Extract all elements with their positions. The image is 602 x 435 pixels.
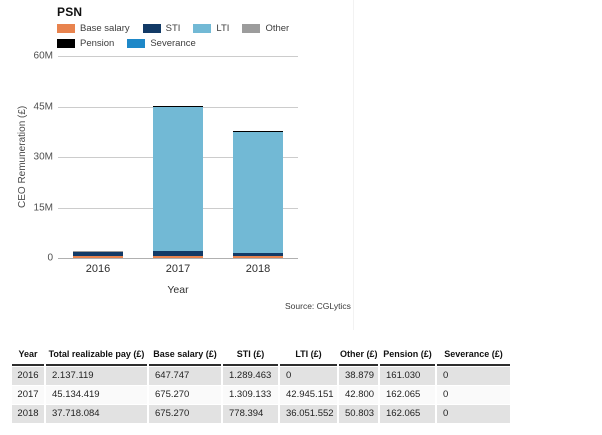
stacked-bar-2017 [153, 106, 203, 258]
column-header-lti: LTI (£) [280, 347, 337, 366]
legend-item-severance[interactable]: Severance [127, 38, 196, 49]
legend-label: Pension [80, 38, 115, 49]
table-row-2017: 2017 45.134.419 675.270 1.309.133 42.945.151… [12, 386, 510, 404]
y-tick-label-15m: 15M [33, 202, 53, 213]
cell-2017-base-salary: 675.270 [149, 386, 221, 404]
cell-2017-lti: 42.945.151 [280, 386, 337, 404]
cell-2016-year: 2016 [12, 367, 44, 385]
gridline-0 [58, 258, 298, 259]
bar-segment-2018-sti[interactable] [233, 253, 283, 256]
bar-segment-2016-base-salary[interactable] [73, 255, 123, 258]
legend-label: LTI [216, 23, 230, 34]
legend-item-sti[interactable]: STI [142, 23, 181, 34]
bar-segment-2017-lti[interactable] [153, 106, 203, 252]
cell-2016-other: 38.879 [339, 367, 378, 385]
legend-swatch-sti-icon [142, 24, 161, 33]
legend-row: Base salary STI LTI Other [57, 23, 302, 34]
cell-2016-lti: 0 [280, 367, 337, 385]
remuneration-chart: PSN Base salary STI LTI Other Pension Severan… [17, 0, 354, 330]
cell-2018-lti: 36.051.552 [280, 405, 337, 423]
y-tick-label-0: 0 [47, 252, 53, 264]
remuneration-table: Year Total realizable pay (£) Base salary … [10, 346, 512, 424]
bar-segment-2017-sti[interactable] [153, 251, 203, 256]
cell-2017-year: 2017 [12, 386, 44, 404]
column-header-other: Other (£) [339, 347, 378, 366]
cell-2016-base-salary: 647.747 [149, 367, 221, 385]
legend-row: Pension Severance [57, 38, 302, 49]
bar-segment-2018-pension[interactable] [233, 131, 283, 132]
x-tick-label-2016: 2016 [85, 263, 111, 275]
table-row-2016: 2016 2.137.119 647.747 1.289.463 0 38.879 161.… [12, 367, 510, 385]
table-row-2018: 2018 37.718.084 675.270 778.394 36.051.552 50… [12, 405, 510, 423]
legend-item-base-salary[interactable]: Base salary [57, 23, 130, 34]
gridline-60m [58, 56, 298, 57]
legend-swatch-pension-icon [57, 39, 75, 48]
legend-label: Severance [150, 38, 196, 49]
bar-segment-2018-base-salary[interactable] [233, 255, 283, 258]
bar-segment-2016-pension[interactable] [73, 250, 123, 252]
bar-segment-2017-base-salary[interactable] [153, 255, 203, 258]
column-header-pension: Pension (£) [380, 347, 435, 366]
x-tick-label-2018: 2018 [245, 263, 271, 275]
source-caption: Source: CGLytics [285, 301, 351, 311]
chart-panel-right-border [353, 0, 354, 330]
cell-2018-severance: 0 [437, 405, 510, 423]
cell-2017-pension: 162.065 [380, 386, 435, 404]
column-header-severance: Severance (£) [437, 347, 510, 366]
cell-2017-total-realizable-pay: 45.134.419 [46, 386, 147, 404]
stacked-bar-2016 [73, 250, 123, 258]
legend-item-pension[interactable]: Pension [57, 38, 114, 49]
legend-swatch-other-icon [242, 24, 261, 33]
y-tick-label-45m: 45M [33, 101, 53, 112]
legend-swatch-severance-icon [127, 39, 146, 48]
x-tick-label-2017: 2017 [165, 263, 191, 275]
y-tick-label-30m: 30M [33, 151, 53, 163]
cell-2018-year: 2018 [12, 405, 44, 423]
y-tick-label-60m: 60M [33, 50, 53, 62]
cell-2017-severance: 0 [437, 386, 510, 404]
column-header-base-salary: Base salary (£) [149, 347, 221, 366]
cell-2018-base-salary: 675.270 [149, 405, 221, 423]
legend-swatch-lti-icon [193, 24, 212, 33]
cell-2018-sti: 778.394 [223, 405, 278, 423]
cell-2018-pension: 162.065 [380, 405, 435, 423]
cell-2016-total-realizable-pay: 2.137.119 [46, 367, 147, 385]
bar-segment-2016-sti[interactable] [73, 251, 123, 256]
cell-2017-sti: 1.309.133 [223, 386, 278, 404]
legend-swatch-base-salary-icon [57, 24, 75, 33]
cell-2016-severance: 0 [437, 367, 510, 385]
bar-segment-2018-lti[interactable] [233, 131, 283, 254]
chart-legend: PSN Base salary STI LTI Other Pension Severan… [57, 5, 302, 49]
legend-label: STI [165, 23, 181, 34]
column-header-total-realizable-pay: Total realizable pay (£) [46, 347, 147, 366]
plot-area: 0 15M 30M 45M 60M 2016 2017 2018 [34, 51, 298, 275]
y-axis-title: CEO Remuneration (£) [17, 105, 28, 209]
table-header-row: Year Total realizable pay (£) Base salary … [12, 347, 510, 366]
column-header-year: Year [12, 347, 44, 366]
legend-label: Other [265, 23, 290, 34]
table-body: 2016 2.137.119 647.747 1.289.463 0 38.879 161.… [12, 367, 510, 423]
legend-label: Base salary [80, 23, 130, 34]
legend-item-other[interactable]: Other [242, 23, 289, 34]
column-header-sti: STI (£) [223, 347, 278, 366]
x-axis-title: Year [167, 284, 189, 296]
bar-segment-2017-pension[interactable] [153, 106, 203, 107]
chart-title: PSN [57, 5, 83, 19]
cell-2018-total-realizable-pay: 37.718.084 [46, 405, 147, 423]
legend-item-lti[interactable]: LTI [193, 23, 229, 34]
legend-rows: Base salary STI LTI Other Pension Severance [57, 23, 302, 49]
cell-2016-sti: 1.289.463 [223, 367, 278, 385]
cell-2018-other: 50.803 [339, 405, 378, 423]
cell-2017-other: 42.800 [339, 386, 378, 404]
cell-2016-pension: 161.030 [380, 367, 435, 385]
stacked-bar-2018 [233, 131, 283, 258]
